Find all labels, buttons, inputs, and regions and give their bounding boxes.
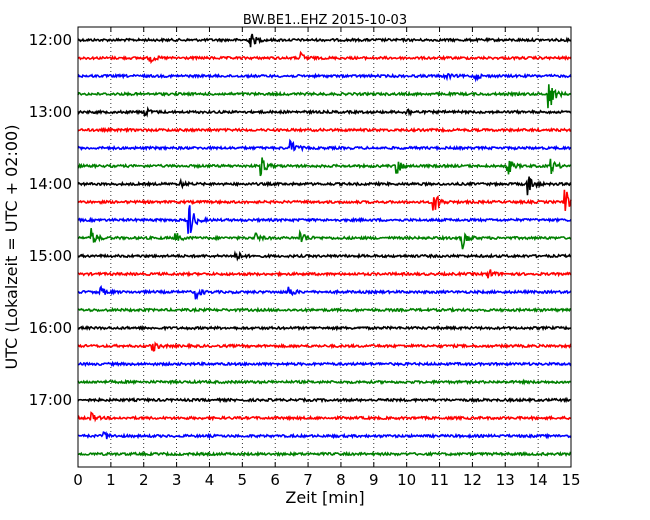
trace-line <box>77 306 572 314</box>
trace-line <box>77 450 572 458</box>
trace-line <box>77 126 572 134</box>
x-axis-label: Zeit [min] <box>285 488 364 507</box>
x-tick-label: 11 <box>430 471 449 489</box>
trace-line <box>77 72 572 83</box>
y-axis-label: UTC (Lokalzeit = UTC + 02:00) <box>2 125 21 370</box>
trace-line <box>77 250 572 262</box>
plot-frame <box>77 26 572 468</box>
trace-line <box>77 84 572 109</box>
trace-line <box>77 228 572 250</box>
trace-line <box>77 205 572 234</box>
trace-line <box>77 189 572 211</box>
x-tick-label: 0 <box>73 471 83 489</box>
y-tick-label: 17:00 <box>29 391 72 409</box>
trace-line <box>77 105 572 118</box>
y-tick-label: 12:00 <box>29 31 72 49</box>
trace-line <box>77 431 572 440</box>
trace-line <box>77 324 572 332</box>
trace-line <box>77 50 572 65</box>
y-tick-label: 15:00 <box>29 247 72 265</box>
axis-ticks: 0 1 2 3 4 5 6 7 8 9 10 11 12 13 14 1512:0013:0014:0015:… <box>29 27 581 489</box>
seismic-traces <box>77 33 572 458</box>
x-tick-label: 10 <box>397 471 416 489</box>
trace-line <box>77 157 572 177</box>
x-tick-label: 5 <box>238 471 248 489</box>
grid-lines <box>110 27 539 467</box>
trace-line <box>77 378 572 386</box>
x-tick-label: 4 <box>205 471 215 489</box>
trace-line <box>77 138 572 153</box>
x-tick-label: 2 <box>139 471 149 489</box>
x-tick-label: 9 <box>369 471 379 489</box>
y-tick-label: 13:00 <box>29 103 72 121</box>
trace-line <box>77 269 572 279</box>
x-tick-label: 14 <box>529 471 548 489</box>
y-tick-label: 14:00 <box>29 175 72 193</box>
trace-line <box>77 284 572 301</box>
trace-line <box>77 360 572 368</box>
x-tick-label: 15 <box>561 471 580 489</box>
trace-line <box>77 176 572 196</box>
trace-line <box>77 396 572 404</box>
trace-line <box>77 341 572 352</box>
trace-line <box>77 411 572 423</box>
chart-title: BW.BE1..EHZ 2015-10-03 <box>243 13 407 28</box>
x-tick-label: 1 <box>106 471 116 489</box>
trace-line <box>77 33 572 48</box>
x-tick-label: 12 <box>463 471 482 489</box>
y-tick-label: 16:00 <box>29 319 72 337</box>
x-tick-label: 8 <box>336 471 346 489</box>
x-tick-label: 7 <box>303 471 313 489</box>
x-tick-label: 13 <box>496 471 515 489</box>
x-tick-label: 3 <box>172 471 182 489</box>
x-tick-label: 6 <box>270 471 280 489</box>
